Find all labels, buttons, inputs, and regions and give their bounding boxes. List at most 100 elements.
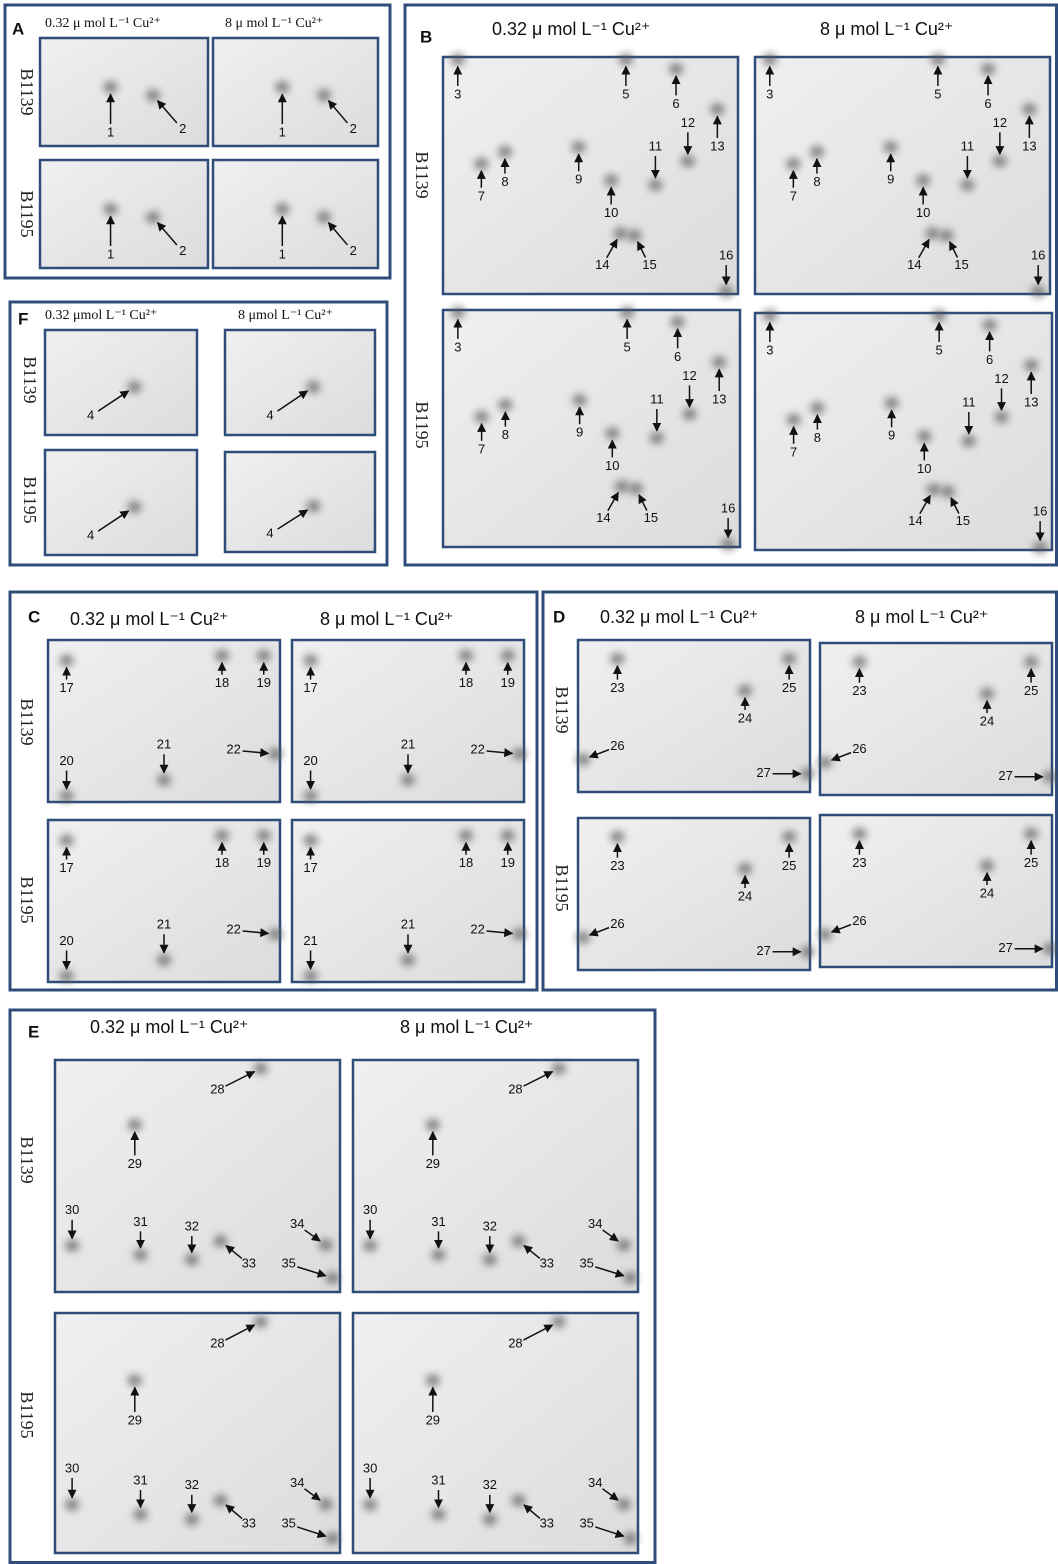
spot-label: 34 [290,1216,304,1231]
spot-label: 7 [478,188,485,203]
protein-spot [146,211,160,223]
spot-label: 34 [588,1475,602,1490]
spot-label: 14 [908,513,922,528]
protein-spot [432,1249,446,1261]
protein-spot [215,650,229,662]
spot-label: 8 [813,174,820,189]
spot-label: 25 [1024,683,1038,698]
column-header: 8 μ mol L⁻¹ Cu²⁺ [225,16,323,31]
protein-spot [983,319,997,331]
spot-label: 4 [266,525,273,540]
protein-spot [981,63,995,75]
spot-label: 13 [712,391,726,406]
protein-spot [275,203,289,215]
protein-spot [401,954,415,966]
spot-label: 24 [980,713,994,728]
spot-label: 12 [681,115,695,130]
protein-spot [134,1508,148,1520]
protein-spot [738,863,752,875]
spot-label: 2 [179,243,186,258]
protein-spot [401,774,415,786]
spot-label: 10 [605,458,619,473]
spot-label: 12 [682,368,696,383]
spot-label: 6 [986,352,993,367]
protein-spot [304,970,318,982]
spot-label: 27 [998,940,1012,955]
gel-background [443,57,738,294]
gel-background [225,452,375,552]
spot-label: 28 [210,1336,224,1351]
column-header: 8 μmol L⁻¹ Cu²⁺ [238,308,333,323]
protein-spot [763,53,777,65]
spot-label: 17 [303,680,317,695]
spot-label: 31 [431,1214,445,1229]
gel-image: 4 [225,330,375,435]
protein-spot [576,932,590,944]
spot-label: 34 [588,1216,602,1231]
spot-label: 20 [59,753,73,768]
gel-image: 12 [213,38,378,146]
panel-label: F [18,309,28,328]
spot-label: 2 [350,243,357,258]
protein-spot [931,53,945,65]
column-header: 0.32 μ mol L⁻¹ Cu²⁺ [90,1017,248,1037]
protein-spot [572,141,586,153]
spot-label: 18 [215,675,229,690]
spot-label: 11 [961,138,975,153]
spot-label: 21 [401,917,415,932]
protein-spot [620,306,634,318]
spot-label: 9 [888,428,895,443]
protein-spot [810,402,824,414]
protein-spot [128,1374,142,1386]
protein-spot [650,432,664,444]
protein-spot [304,790,318,802]
protein-spot [512,748,526,760]
spot-label: 23 [610,858,624,873]
spot-label: 20 [303,753,317,768]
protein-spot [885,397,899,409]
protein-spot [710,103,724,115]
protein-spot [648,179,662,191]
spot-label: 16 [721,501,735,516]
spot-label: 26 [610,738,624,753]
spot-label: 35 [579,1516,593,1531]
spot-label: 14 [596,510,610,525]
spot-label: 17 [303,860,317,875]
protein-spot [617,1498,631,1510]
column-header: 8 μ mol L⁻¹ Cu²⁺ [400,1017,533,1037]
spot-label: 28 [210,1082,224,1097]
protein-spot [801,946,815,958]
column-header: 8 μ mol L⁻¹ Cu²⁺ [320,609,453,629]
spot-label: 6 [674,349,681,364]
protein-spot [1024,359,1038,371]
protein-spot [275,81,289,93]
gel-image: 12 [213,160,378,268]
protein-spot [1033,542,1047,554]
protein-spot [306,381,320,393]
spot-label: 8 [814,430,821,445]
protein-spot [157,774,171,786]
spot-label: 23 [852,683,866,698]
spot-label: 13 [1024,394,1038,409]
protein-spot [1043,943,1057,955]
protein-spot [852,828,866,840]
spot-label: 12 [994,371,1008,386]
spot-label: 26 [852,741,866,756]
gel-image: 4 [45,450,197,555]
protein-spot [721,539,735,551]
protein-spot [917,430,931,442]
protein-spot [671,316,685,328]
protein-spot [962,435,976,447]
protein-spot [317,211,331,223]
protein-spot [628,230,642,242]
spot-label: 22 [226,922,240,937]
row-label: B1139 [20,356,40,403]
protein-spot [763,309,777,321]
protein-spot [925,227,939,239]
protein-spot [459,650,473,662]
gel-image: 2829303132333435 [353,1060,638,1292]
protein-spot [65,1499,79,1511]
spot-label: 8 [501,174,508,189]
gel-image: 2829303132333435 [55,1313,340,1553]
